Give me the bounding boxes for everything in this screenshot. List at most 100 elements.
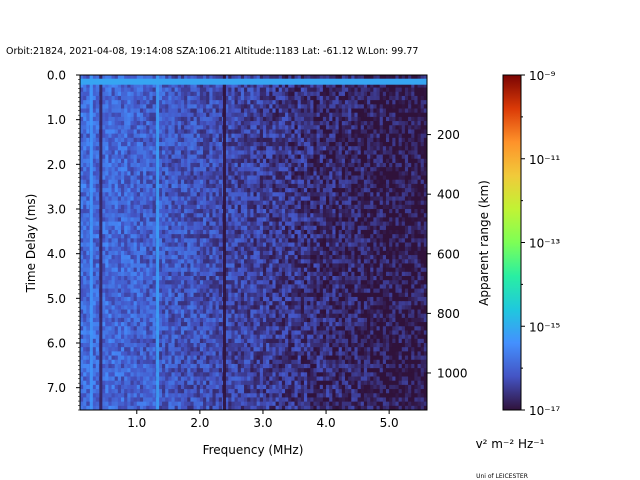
- heatmap-cell: [215, 121, 220, 126]
- heatmap-cell: [130, 280, 135, 285]
- heatmap-cell: [234, 171, 239, 176]
- heatmap-cell: [114, 129, 119, 135]
- heatmap-cell: [105, 292, 109, 298]
- heatmap-cell: [187, 229, 191, 235]
- heatmap-cell: [259, 95, 264, 101]
- heatmap-cell: [199, 171, 204, 176]
- heatmap-cell: [212, 267, 217, 273]
- heatmap-cell: [269, 280, 273, 285]
- heatmap-cell: [152, 380, 157, 386]
- heatmap-cell: [240, 196, 245, 202]
- heatmap-cell: [139, 100, 144, 105]
- heatmap-cell: [133, 259, 138, 264]
- heatmap-cell: [234, 263, 239, 269]
- heatmap-cell: [266, 100, 270, 105]
- heatmap-cell: [259, 150, 264, 155]
- heatmap-cell: [136, 380, 141, 386]
- heatmap-cell: [212, 363, 217, 369]
- heatmap-cell: [105, 288, 109, 294]
- heatmap-cell: [215, 363, 220, 369]
- heatmap-cell: [162, 334, 166, 340]
- heatmap-cell: [225, 146, 229, 151]
- heatmap-cell: [95, 288, 100, 294]
- heatmap-cell: [215, 280, 220, 285]
- heatmap-cell: [127, 221, 131, 227]
- heatmap-cell: [240, 372, 245, 377]
- heatmap-cell: [117, 292, 122, 298]
- heatmap-cell: [114, 317, 119, 323]
- heatmap-cell: [237, 133, 242, 139]
- heatmap-cell: [253, 229, 258, 235]
- heatmap-cell: [228, 384, 232, 390]
- heatmap-cell: [203, 338, 207, 344]
- heatmap-cell: [212, 213, 217, 218]
- heatmap-cell: [95, 389, 100, 394]
- heatmap-cell: [121, 267, 125, 273]
- heatmap-cell: [190, 397, 194, 403]
- heatmap-cell: [215, 322, 220, 327]
- heatmap-cell: [130, 175, 135, 181]
- heatmap-cell: [117, 305, 122, 310]
- heatmap-cell: [203, 95, 207, 101]
- heatmap-cell: [158, 372, 163, 377]
- heatmap-cell: [180, 209, 185, 214]
- heatmap-cell: [262, 292, 267, 298]
- heatmap-cell: [206, 221, 210, 227]
- heatmap-cell: [199, 133, 204, 139]
- heatmap-cell: [171, 234, 176, 239]
- heatmap-cell: [149, 183, 153, 189]
- heatmap-cell: [177, 242, 182, 248]
- heatmap-cell: [121, 91, 125, 97]
- heatmap-cell: [102, 225, 106, 231]
- heatmap-cell: [162, 91, 166, 97]
- heatmap-cell: [143, 405, 147, 411]
- heatmap-cell: [158, 405, 163, 411]
- heatmap-cell: [187, 330, 191, 336]
- heatmap-cell: [102, 326, 106, 331]
- heatmap-cell: [105, 309, 109, 315]
- heatmap-cell: [158, 301, 163, 306]
- heatmap-cell: [133, 313, 138, 319]
- heatmap-cell: [127, 343, 131, 348]
- heatmap-cell: [105, 322, 109, 327]
- heatmap-cell: [193, 250, 198, 256]
- heatmap-cell: [168, 204, 172, 210]
- heatmap-cell: [149, 363, 153, 369]
- heatmap-cell: [225, 162, 229, 168]
- heatmap-cell: [184, 137, 188, 143]
- heatmap-cell: [190, 292, 194, 298]
- heatmap-cell: [272, 234, 276, 239]
- heatmap-cell: [102, 401, 106, 407]
- heatmap-cell: [256, 288, 261, 294]
- heatmap-cell: [86, 313, 90, 319]
- heatmap-cell: [124, 188, 128, 193]
- heatmap-cell: [139, 116, 144, 122]
- heatmap-cell: [124, 317, 128, 323]
- heatmap-cell: [86, 221, 90, 227]
- heatmap-cell: [180, 338, 185, 344]
- heatmap-cell: [218, 104, 223, 109]
- heatmap-cell: [171, 196, 176, 202]
- heatmap-cell: [158, 192, 163, 197]
- heatmap-cell: [171, 351, 176, 356]
- heatmap-cell: [165, 242, 169, 248]
- heatmap-cell: [127, 347, 131, 352]
- heatmap-cell: [146, 292, 150, 298]
- heatmap-cell: [174, 234, 179, 239]
- heatmap-cell: [143, 280, 147, 285]
- heatmap-cell: [269, 229, 273, 235]
- heatmap-cell: [174, 167, 179, 172]
- heatmap-cell: [269, 154, 273, 160]
- heatmap-cell: [165, 326, 169, 331]
- heatmap-cell: [95, 397, 100, 403]
- heatmap-cell: [86, 301, 90, 306]
- heatmap-cell: [121, 301, 125, 306]
- heatmap-cell: [218, 225, 223, 231]
- heatmap-cell: [196, 162, 201, 168]
- heatmap-cell: [228, 183, 232, 189]
- heatmap-cell: [225, 154, 229, 160]
- heatmap-cell: [111, 330, 116, 336]
- heatmap-cell: [193, 238, 198, 243]
- heatmap-cell: [203, 330, 207, 336]
- heatmap-cell: [86, 146, 90, 151]
